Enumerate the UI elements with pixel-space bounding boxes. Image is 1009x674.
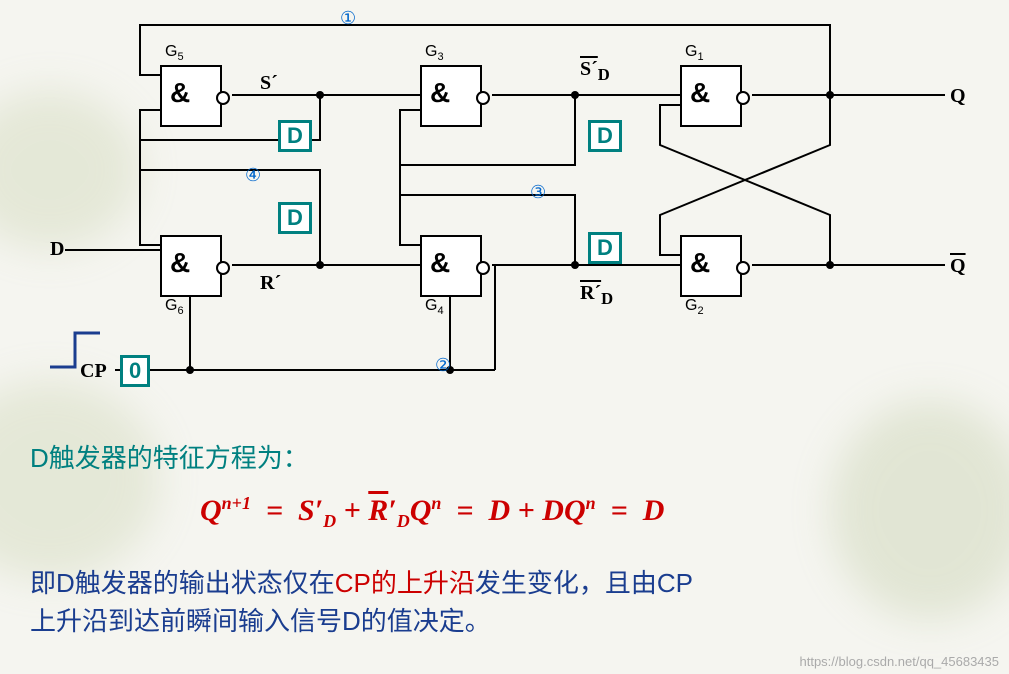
- circuit-diagram: &G5&G3&G1&G6&G4&G2 DCPQQS´R´S´DR´D ①②③④ …: [20, 10, 990, 410]
- circle-num-c3: ③: [530, 182, 546, 203]
- signal-Q: Q: [950, 85, 966, 108]
- signal-Rprime: R´: [260, 272, 281, 295]
- gate-g2: &: [680, 235, 742, 297]
- boxval-v3: D: [588, 120, 622, 152]
- gate-label-g4: G4: [425, 297, 444, 317]
- boxval-v2: D: [278, 202, 312, 234]
- circle-num-c1: ①: [340, 8, 356, 29]
- text: 发生变化，且由CP: [475, 568, 693, 598]
- caption-text: D触发器的特征方程为：: [30, 443, 309, 473]
- formula: Qn+1 = S′D + R′DQn = D + DQn = D: [200, 490, 664, 534]
- gate-label-g6: G6: [165, 297, 184, 317]
- text: 即D触发器的输出状态仅在: [30, 568, 335, 598]
- gate-g3: &: [420, 65, 482, 127]
- signal-SDbar: S´D: [580, 58, 610, 85]
- signal-Sprime: S´: [260, 72, 278, 95]
- caption-line-1: D触发器的特征方程为：: [30, 440, 309, 476]
- gate-g6: &: [160, 235, 222, 297]
- boxval-v5: 0: [120, 355, 150, 387]
- gate-label-g2: G2: [685, 297, 704, 317]
- watermark: https://blog.csdn.net/qq_45683435: [800, 654, 1000, 669]
- circle-num-c4: ④: [245, 165, 261, 186]
- text: 上升沿到达前瞬间输入信号D的值决定。: [30, 606, 491, 636]
- gate-g1: &: [680, 65, 742, 127]
- gate-g4: &: [420, 235, 482, 297]
- boxval-v1: D: [278, 120, 312, 152]
- circle-num-c2: ②: [435, 355, 451, 376]
- gate-label-g5: G5: [165, 43, 184, 63]
- signal-CP: CP: [80, 360, 107, 383]
- gate-label-g3: G3: [425, 43, 444, 63]
- caption-line-2: 即D触发器的输出状态仅在CP的上升沿发生变化，且由CP: [30, 565, 693, 601]
- signal-RDbar: R´D: [580, 282, 613, 309]
- boxval-v4: D: [588, 232, 622, 264]
- bg-blob: [0, 380, 160, 580]
- signal-Qbar: Q: [950, 255, 966, 278]
- bg-blob: [830, 400, 1009, 620]
- text: CP的上升沿: [335, 568, 475, 598]
- signal-D: D: [50, 238, 64, 261]
- caption-line-3: 上升沿到达前瞬间输入信号D的值决定。: [30, 603, 491, 639]
- gate-g5: &: [160, 65, 222, 127]
- gate-label-g1: G1: [685, 43, 704, 63]
